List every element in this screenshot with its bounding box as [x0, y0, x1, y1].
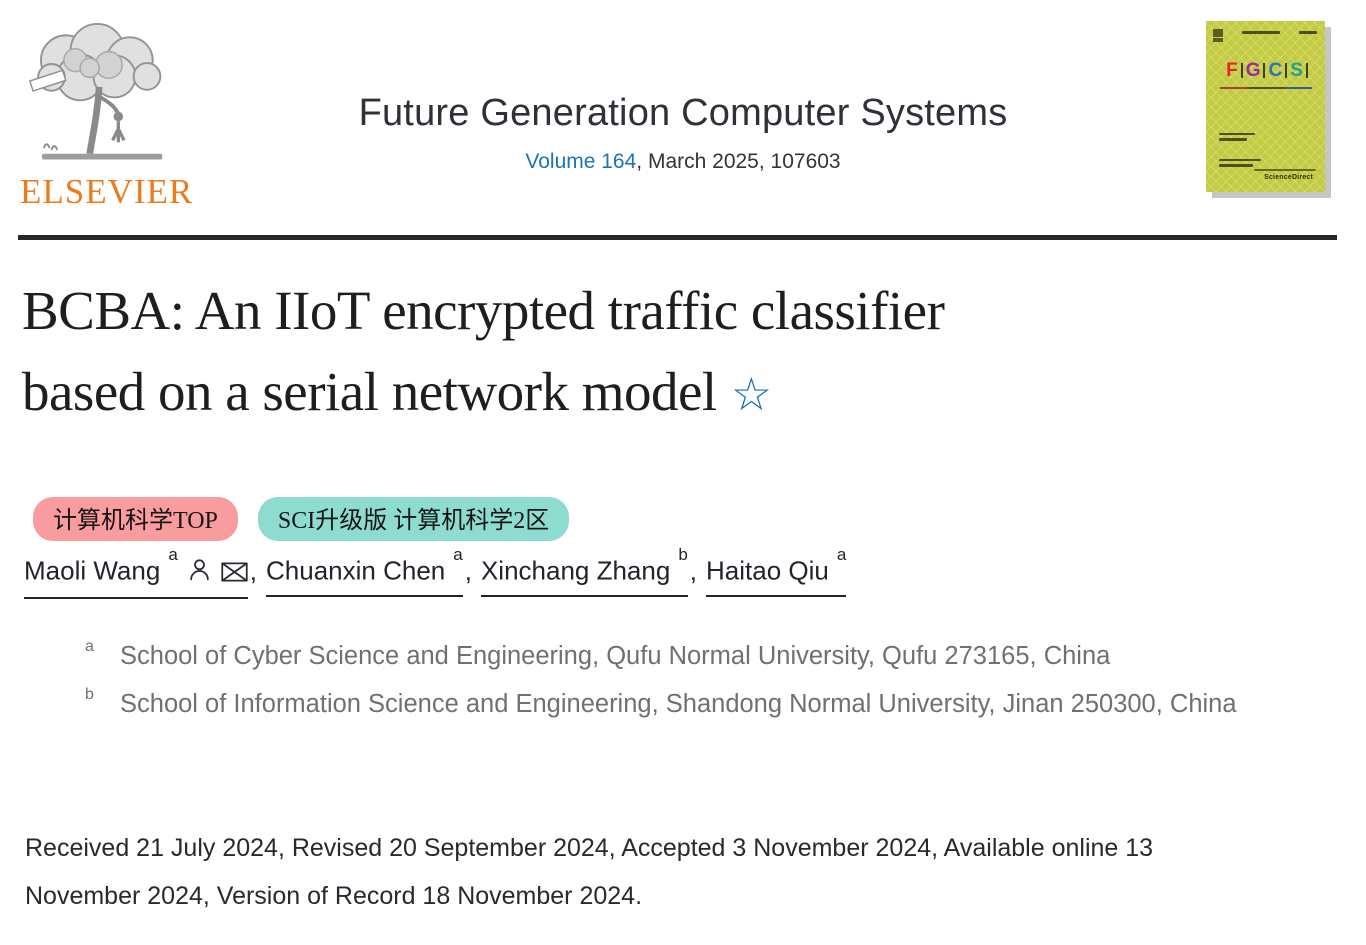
cover-letter-separator [1240, 63, 1243, 78]
author-link[interactable]: Chuanxin Chen a [266, 545, 463, 597]
article-title-line: BCBA: An IIoT encrypted traffic classifi… [22, 280, 945, 341]
author-separator: , [689, 555, 698, 586]
cover-letter: G [1245, 60, 1261, 81]
author-name: Haitao Qiu [706, 555, 829, 586]
rank-badge: SCI升级版 计算机科学2区 [257, 497, 570, 541]
rank-badges-row: 计算机科学TOP SCI升级版 计算机科学2区 [33, 497, 570, 541]
elsevier-wordmark: ELSEVIER [20, 172, 194, 211]
author-link[interactable]: Xinchang Zhang b [480, 545, 688, 597]
article-dates: Received 21 July 2024, Revised 20 Septem… [25, 834, 1154, 910]
affiliations-block: a School of Cyber Science and Engineering… [85, 632, 1237, 728]
author-separator: , [249, 555, 258, 586]
cover-editor-text-placeholder [1219, 164, 1253, 167]
author-name: Chuanxin Chen [266, 555, 446, 586]
issue-info: , March 2025, 107603 [636, 150, 841, 173]
cover-subtitle-placeholder [1220, 87, 1312, 89]
author-affiliation-sup: a [836, 545, 847, 564]
author-affiliation-sup: b [678, 545, 688, 564]
cover-editor-text-placeholder [1219, 138, 1247, 141]
volume-link[interactable]: Volume 164 [525, 150, 637, 173]
cover-letter-separator [1263, 63, 1266, 78]
cover-sciencedirect-label: ScienceDirect [1264, 174, 1313, 181]
author-affiliation-sup: a [453, 545, 463, 564]
affiliation-sup: a [85, 638, 94, 655]
affiliation-text: School of Cyber Science and Engineering,… [120, 642, 1111, 670]
cover-editor-text-placeholder [1219, 159, 1261, 161]
author-separator: , [464, 555, 472, 586]
author-affiliation-sup: a [168, 545, 178, 564]
authors-row: Maoli Wang a, Chuanxin Chen a, Xinchang Zh… [24, 545, 847, 599]
affiliation-row: a School of Cyber Science and Engineering… [85, 632, 1237, 680]
article-title: BCBA: An IIoT encrypted traffic classifi… [22, 270, 1282, 435]
cover-editor-text-placeholder [1219, 133, 1255, 135]
header-divider [18, 235, 1337, 240]
affiliation-row: b School of Information Science and Engin… [85, 680, 1237, 728]
envelope-icon[interactable] [221, 557, 248, 590]
author-name: Xinchang Zhang [480, 555, 671, 586]
cover-letter: F [1226, 60, 1238, 81]
cover-url-text-placeholder [1254, 169, 1316, 171]
footnote-star-link[interactable]: ☆ [730, 369, 772, 420]
cover-letter: C [1268, 60, 1283, 81]
cover-elsevier-mark [1213, 29, 1223, 42]
author-link[interactable]: Maoli Wang a [24, 545, 248, 599]
cover-letter: S [1290, 60, 1303, 81]
elsevier-logo-link[interactable]: ELSEVIER [20, 22, 196, 212]
person-icon[interactable] [188, 557, 211, 590]
cover-letter-separator [1305, 63, 1308, 78]
elsevier-tree-icon [28, 22, 163, 160]
cover-issn-text-placeholder [1299, 31, 1317, 34]
article-title-line: based on a serial network model [22, 361, 717, 422]
journal-title-link[interactable]: Future Generation Computer Systems [358, 92, 1008, 134]
rank-badge: 计算机科学TOP [33, 497, 238, 541]
volume-issue-line: Volume 164, March 2025, 107603 [180, 150, 1186, 174]
author-name: Maoli Wang [24, 555, 161, 586]
affiliation-sup: b [85, 686, 94, 703]
author-link[interactable]: Haitao Qiu a [706, 545, 847, 597]
journal-header: Future Generation Computer Systems Volum… [180, 92, 1186, 174]
cover-letter-separator [1285, 63, 1288, 78]
affiliation-text: School of Information Science and Engine… [120, 690, 1237, 718]
cover-volume-text-placeholder [1242, 31, 1280, 34]
